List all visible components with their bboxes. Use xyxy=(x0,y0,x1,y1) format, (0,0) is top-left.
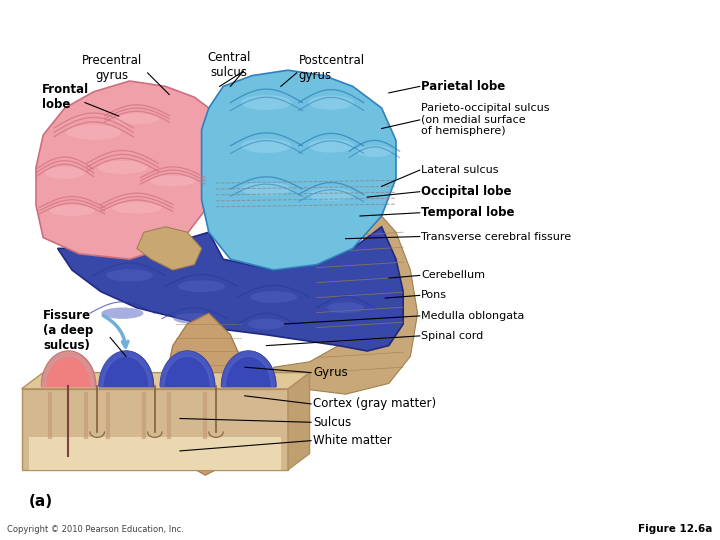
Ellipse shape xyxy=(66,125,121,140)
Text: Occipital lobe: Occipital lobe xyxy=(421,185,512,198)
Polygon shape xyxy=(22,373,310,389)
Text: White matter: White matter xyxy=(313,434,392,447)
Ellipse shape xyxy=(150,176,196,186)
Text: Temporal lobe: Temporal lobe xyxy=(421,206,515,219)
Polygon shape xyxy=(202,70,396,270)
Ellipse shape xyxy=(327,302,364,313)
Text: Cerebellum: Cerebellum xyxy=(421,271,485,280)
Text: Precentral
gyrus: Precentral gyrus xyxy=(81,53,142,82)
Text: Sulcus: Sulcus xyxy=(313,416,351,429)
Text: Frontal
lobe: Frontal lobe xyxy=(42,83,89,111)
Ellipse shape xyxy=(241,95,292,110)
Ellipse shape xyxy=(114,113,160,124)
Ellipse shape xyxy=(112,202,162,213)
Text: Copyright © 2010 Pearson Education, Inc.: Copyright © 2010 Pearson Education, Inc. xyxy=(7,524,184,534)
Ellipse shape xyxy=(308,139,354,153)
Text: Parietal lobe: Parietal lobe xyxy=(421,80,505,93)
Ellipse shape xyxy=(308,96,354,110)
Ellipse shape xyxy=(174,313,215,324)
Polygon shape xyxy=(36,81,223,259)
Text: Postcentral
gyrus: Postcentral gyrus xyxy=(299,53,365,82)
Ellipse shape xyxy=(97,161,148,174)
Text: Spinal cord: Spinal cord xyxy=(421,331,483,341)
Polygon shape xyxy=(22,389,288,470)
Text: Fissure
(a deep
sulcus): Fissure (a deep sulcus) xyxy=(43,309,94,352)
Ellipse shape xyxy=(241,139,292,153)
Polygon shape xyxy=(42,351,95,386)
Text: Gyrus: Gyrus xyxy=(313,366,348,379)
Text: Central
sulcus: Central sulcus xyxy=(207,51,251,79)
Ellipse shape xyxy=(107,269,153,281)
Ellipse shape xyxy=(357,145,392,157)
Ellipse shape xyxy=(179,280,225,292)
Polygon shape xyxy=(29,437,281,470)
Polygon shape xyxy=(288,373,310,470)
Ellipse shape xyxy=(248,319,285,329)
Polygon shape xyxy=(222,351,275,386)
Polygon shape xyxy=(194,416,220,475)
Text: Figure 12.6a: Figure 12.6a xyxy=(639,523,713,534)
Text: Cortex (gray matter): Cortex (gray matter) xyxy=(313,397,436,410)
Polygon shape xyxy=(137,227,202,270)
Polygon shape xyxy=(99,351,153,386)
Polygon shape xyxy=(166,313,245,421)
Text: Medulla oblongata: Medulla oblongata xyxy=(421,311,525,321)
Text: Lateral sulcus: Lateral sulcus xyxy=(421,165,499,175)
Polygon shape xyxy=(58,227,403,351)
Text: Parieto-occipital sulcus
(on medial surface
of hemisphere): Parieto-occipital sulcus (on medial surf… xyxy=(421,103,549,137)
Text: Pons: Pons xyxy=(421,291,447,300)
Ellipse shape xyxy=(102,308,143,319)
Ellipse shape xyxy=(49,205,95,216)
Polygon shape xyxy=(160,351,215,386)
Ellipse shape xyxy=(45,167,85,179)
Text: (a): (a) xyxy=(29,494,53,509)
Ellipse shape xyxy=(241,183,292,195)
Polygon shape xyxy=(274,216,418,394)
Ellipse shape xyxy=(251,291,297,303)
Text: Transverse cerebral fissure: Transverse cerebral fissure xyxy=(421,232,572,241)
Ellipse shape xyxy=(308,188,354,201)
